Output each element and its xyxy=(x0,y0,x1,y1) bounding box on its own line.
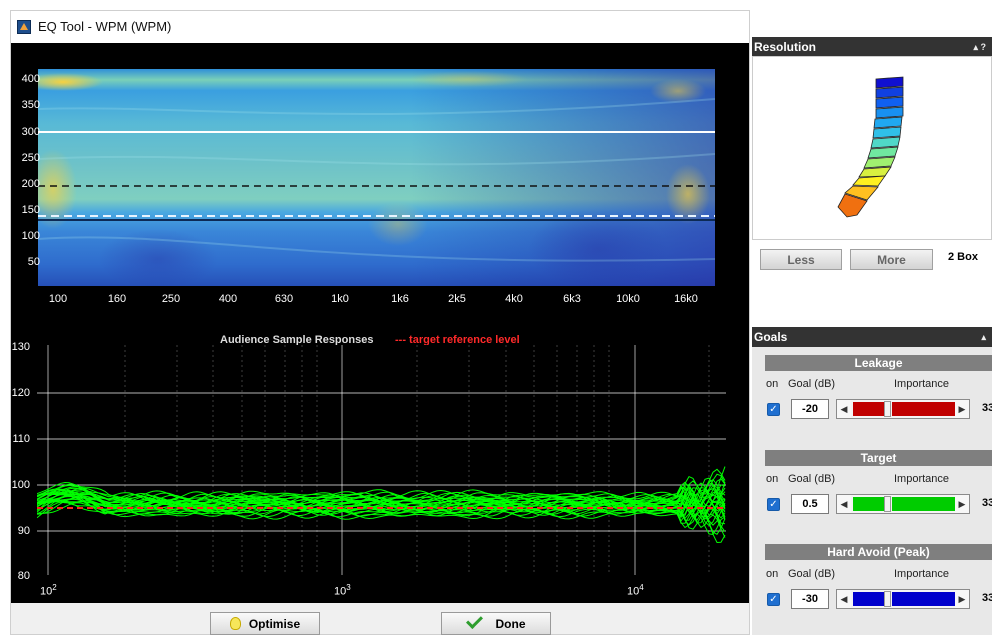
response-x-tick: 102 xyxy=(40,583,57,598)
leakage-importance-slider[interactable]: ◀ ▶ xyxy=(836,399,970,419)
target-checkbox[interactable]: ✓ xyxy=(767,498,780,511)
response-curve xyxy=(37,501,726,536)
window-title: EQ Tool - WPM (WPM) xyxy=(38,19,172,34)
slider-left-arrow-icon[interactable]: ◀ xyxy=(837,400,851,418)
heatmap-y-tick: 300 xyxy=(21,126,40,138)
leakage-checkbox[interactable]: ✓ xyxy=(767,403,780,416)
hard-avoid-goal-input[interactable]: -30 xyxy=(791,589,829,609)
more-button[interactable]: More xyxy=(850,249,933,270)
checkmark-icon xyxy=(465,612,483,629)
goal-column-label: Goal (dB) xyxy=(788,378,836,390)
goals-title: Goals xyxy=(754,330,788,344)
optimise-label: Optimise xyxy=(248,617,301,631)
resolution-panel-header[interactable]: Resolution ▴ ? xyxy=(752,37,992,57)
slider-fill-left xyxy=(853,592,885,606)
collapse-help-icon[interactable]: ▴ ? xyxy=(973,42,986,52)
hard-avoid-checkbox[interactable]: ✓ xyxy=(767,593,780,606)
resolution-setting: 2 Box xyxy=(948,251,978,263)
heatmap-x-tick: 400 xyxy=(218,293,238,305)
heatmap-x-tick: 250 xyxy=(161,293,181,305)
heatmap-x-tick: 160 xyxy=(107,293,127,305)
response-y-tick: 90 xyxy=(17,525,30,537)
optimise-button[interactable]: Optimise xyxy=(210,612,320,635)
less-button[interactable]: Less xyxy=(760,249,842,270)
slider-right-arrow-icon[interactable]: ▶ xyxy=(955,400,969,418)
heatmap-x-tick: 10k0 xyxy=(616,293,640,305)
target-importance-slider[interactable]: ◀ ▶ xyxy=(836,494,970,514)
target-goal-input[interactable]: 0.5 xyxy=(791,494,829,514)
heatmap-x-tick: 4k0 xyxy=(505,293,523,305)
audience-response-plot[interactable] xyxy=(37,345,726,575)
heatmap-x-tick: 100 xyxy=(48,293,68,305)
directivity-heatmap[interactable] xyxy=(38,69,715,286)
on-column-label: on xyxy=(766,378,779,390)
heatmap-x-tick: 6k3 xyxy=(563,293,581,305)
response-y-tick: 100 xyxy=(11,479,30,491)
target-section-header: Target xyxy=(765,450,992,466)
response-x-tick: 103 xyxy=(334,583,351,598)
heatmap-x-tick: 16k0 xyxy=(674,293,698,305)
heatmap-x-tick: 630 xyxy=(274,293,294,305)
target-reference-legend: --- target reference level xyxy=(395,334,520,346)
hard-avoid-importance-value: 33 xyxy=(982,592,992,604)
response-curve xyxy=(37,478,726,505)
goal-column-label: Goal (dB) xyxy=(788,568,836,580)
heatmap-y-tick: 150 xyxy=(21,204,40,216)
heatmap-x-tick: 1k6 xyxy=(391,293,409,305)
hard-avoid-section-header: Hard Avoid (Peak) xyxy=(765,544,992,560)
slider-fill-right xyxy=(892,497,955,511)
response-x-tick: 104 xyxy=(627,583,644,598)
done-button[interactable]: Done xyxy=(441,612,551,635)
resolution-title: Resolution xyxy=(754,40,816,54)
importance-column-label: Importance xyxy=(894,473,950,485)
heatmap-x-tick: 1k0 xyxy=(331,293,349,305)
importance-column-label: Importance xyxy=(894,378,950,390)
response-y-tick: 130 xyxy=(11,341,30,353)
slider-left-arrow-icon[interactable]: ◀ xyxy=(837,590,851,608)
slider-fill-left xyxy=(853,497,885,511)
heatmap-y-tick: 100 xyxy=(21,230,40,242)
app-icon xyxy=(17,20,31,34)
leakage-section-header: Leakage xyxy=(765,355,992,371)
response-curve xyxy=(37,468,726,503)
on-column-label: on xyxy=(766,473,779,485)
on-column-label: on xyxy=(766,568,779,580)
heatmap-y-tick: 250 xyxy=(21,152,40,164)
slider-left-arrow-icon[interactable]: ◀ xyxy=(837,495,851,513)
lightbulb-icon xyxy=(229,617,241,630)
slider-fill-right xyxy=(892,592,955,606)
slider-fill-right xyxy=(892,402,955,416)
slider-right-arrow-icon[interactable]: ▶ xyxy=(955,590,969,608)
leakage-goal-input[interactable]: -20 xyxy=(791,399,829,419)
window-titlebar[interactable]: EQ Tool - WPM (WPM) xyxy=(11,11,749,43)
importance-column-label: Importance xyxy=(894,568,950,580)
heatmap-y-tick: 350 xyxy=(21,99,40,111)
heatmap-y-tick: 200 xyxy=(21,178,40,190)
slider-fill-left xyxy=(853,402,885,416)
slider-thumb[interactable] xyxy=(884,591,891,607)
heatmap-y-tick: 50 xyxy=(27,256,40,268)
slider-thumb[interactable] xyxy=(884,496,891,512)
response-plot-title: Audience Sample Responses xyxy=(220,334,374,346)
collapse-icon[interactable]: ▴ xyxy=(981,332,986,342)
array-preview xyxy=(752,56,992,240)
done-label: Done xyxy=(495,617,526,631)
goals-panel-body xyxy=(752,347,992,635)
goal-column-label: Goal (dB) xyxy=(788,473,836,485)
leakage-importance-value: 33 xyxy=(982,402,992,414)
slider-right-arrow-icon[interactable]: ▶ xyxy=(955,495,969,513)
response-y-tick: 80 xyxy=(17,570,30,582)
line-array-diagram xyxy=(837,76,904,218)
response-y-tick: 120 xyxy=(11,387,30,399)
response-y-tick: 110 xyxy=(12,433,30,445)
goals-panel-header[interactable]: Goals ▴ xyxy=(752,327,992,347)
heatmap-x-tick: 2k5 xyxy=(448,293,466,305)
target-importance-value: 33 xyxy=(982,497,992,509)
heatmap-y-tick: 400 xyxy=(21,73,40,85)
slider-thumb[interactable] xyxy=(884,401,891,417)
hard-avoid-importance-slider[interactable]: ◀ ▶ xyxy=(836,589,970,609)
